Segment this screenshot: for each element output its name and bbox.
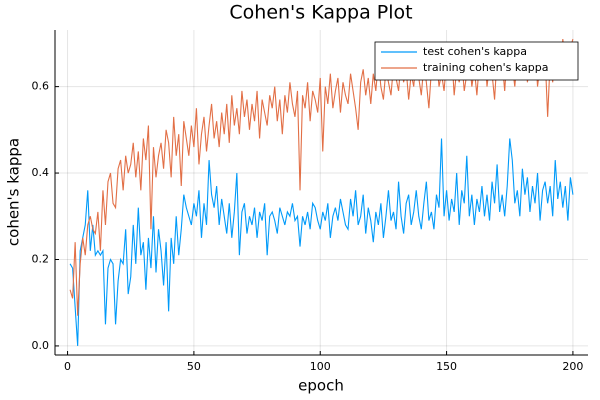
legend-label: test cohen's kappa — [423, 45, 527, 58]
legend: test cohen's kappa training cohen's kappa — [374, 41, 579, 81]
chart-title: Cohen's Kappa Plot — [229, 2, 412, 24]
x-tick-label: 0 — [64, 360, 71, 373]
x-axis-label: epoch — [298, 377, 344, 395]
x-tick-label: 50 — [187, 360, 201, 373]
x-tick-label: 200 — [562, 360, 583, 373]
legend-label: training cohen's kappa — [423, 61, 548, 74]
x-tick-label: 100 — [310, 360, 331, 373]
series-line — [69, 138, 574, 346]
y-tick-label: 0.6 — [32, 80, 50, 93]
y-tick-label: 0.4 — [32, 166, 50, 179]
y-tick-label: 0.2 — [32, 252, 50, 265]
y-tick-label: 0.0 — [32, 339, 50, 352]
x-tick-label: 150 — [436, 360, 457, 373]
y-axis-label: cohen's kappa — [5, 138, 23, 246]
legend-box — [374, 41, 579, 81]
